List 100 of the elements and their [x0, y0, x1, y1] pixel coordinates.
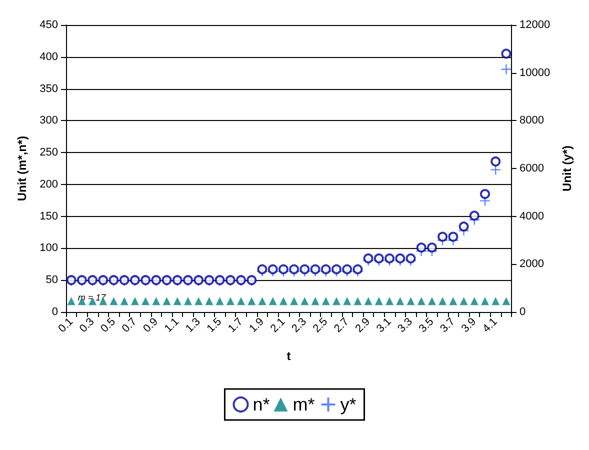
point: [332, 297, 340, 306]
point: [248, 297, 256, 306]
point: [184, 297, 192, 306]
x-tick-label: 2.9: [353, 316, 373, 336]
point: [142, 297, 150, 306]
point: [320, 264, 331, 274]
y-tick-label: 0: [52, 306, 58, 318]
y-tick-label: 150: [40, 210, 58, 222]
point: [300, 264, 310, 274]
point: [460, 297, 468, 306]
point: [205, 297, 214, 306]
y2-tick-label: 2000: [520, 258, 544, 270]
point: [364, 297, 372, 306]
point: [268, 297, 277, 306]
y-tick-label: 450: [40, 19, 58, 31]
point: [406, 253, 416, 264]
legend-label: n*: [252, 394, 270, 414]
point: [428, 297, 436, 306]
point: [395, 253, 406, 264]
x-tick-label: 1.1: [162, 316, 182, 336]
point: [417, 297, 426, 306]
point: [194, 297, 203, 306]
point: [416, 242, 426, 253]
y2-tick-label: 4000: [520, 210, 544, 222]
point: [438, 232, 448, 242]
y2-tick-label: 10000: [520, 66, 550, 79]
point: [300, 297, 309, 306]
y2-axis-title: Unit (y*): [560, 146, 574, 192]
point: [322, 297, 330, 306]
point: [216, 297, 224, 306]
point: [386, 297, 394, 306]
point: [237, 297, 246, 306]
point: [343, 297, 352, 306]
point: [490, 164, 502, 176]
point: [458, 222, 469, 232]
x-tick-label: 0.3: [77, 316, 97, 336]
point: [500, 64, 512, 75]
x-tick-label: 1.5: [204, 316, 224, 336]
x-tick-label: 0.7: [120, 316, 140, 336]
point: [342, 264, 352, 274]
point: [384, 253, 395, 264]
point: [257, 264, 268, 274]
point: [268, 264, 278, 274]
point: [470, 297, 478, 306]
point: [310, 264, 320, 274]
x-tick-label: 3.3: [396, 316, 415, 336]
x-tick-label: 1.9: [247, 316, 266, 336]
point: [352, 264, 363, 274]
point: [290, 297, 298, 306]
x-tick-label: 3.5: [416, 316, 436, 336]
point: [279, 297, 288, 306]
x-tick-label: 1.7: [226, 316, 246, 336]
point: [449, 297, 458, 306]
x-axis-title: t: [286, 349, 291, 363]
point: [480, 297, 489, 306]
y-tick-label: 350: [40, 82, 58, 95]
point: [173, 297, 182, 306]
x-tick-label: 2.3: [290, 316, 309, 336]
point: [374, 297, 383, 306]
point: [363, 253, 374, 264]
y-axis-title: Unit (m*,n*): [15, 136, 29, 202]
point: [226, 297, 234, 306]
point: [278, 264, 288, 274]
point: [480, 189, 490, 200]
point: [396, 297, 404, 306]
point: [289, 264, 300, 274]
y2-tick-label: 8000: [520, 114, 544, 127]
point: [426, 242, 437, 253]
y-tick-label: 200: [40, 178, 58, 190]
y2-tick-label: 6000: [520, 162, 544, 174]
point: [331, 264, 342, 274]
x-tick-label: 3.7: [438, 316, 458, 336]
legend-label: y*: [340, 394, 356, 414]
x-tick-label: 2.1: [268, 316, 288, 336]
y-tick-label: 250: [40, 146, 58, 159]
point: [490, 156, 501, 166]
legend-label: m*: [292, 394, 315, 414]
point: [448, 232, 458, 242]
point: [258, 297, 266, 306]
x-tick-label: 2.5: [310, 316, 330, 336]
point: [374, 253, 384, 264]
x-tick-label: 3.1: [374, 316, 394, 336]
point: [492, 297, 500, 306]
y-tick-label: 400: [40, 50, 58, 63]
x-tick-label: 0.1: [56, 316, 76, 336]
point: [130, 297, 139, 306]
x-tick-label: 3.9: [459, 316, 479, 336]
y2-tick-label: 12000: [520, 19, 550, 31]
point: [162, 297, 171, 306]
point: [501, 48, 512, 59]
point: [502, 297, 510, 306]
x-tick-label: 2.7: [332, 316, 352, 336]
y2-tick-label: 0: [520, 306, 526, 318]
point: [438, 297, 447, 306]
y-tick-label: 50: [46, 274, 58, 286]
x-tick-label: 0.5: [98, 316, 118, 336]
point: [67, 297, 76, 306]
point: [354, 297, 362, 306]
point: [406, 297, 415, 306]
x-tick-label: 1.3: [184, 316, 203, 336]
